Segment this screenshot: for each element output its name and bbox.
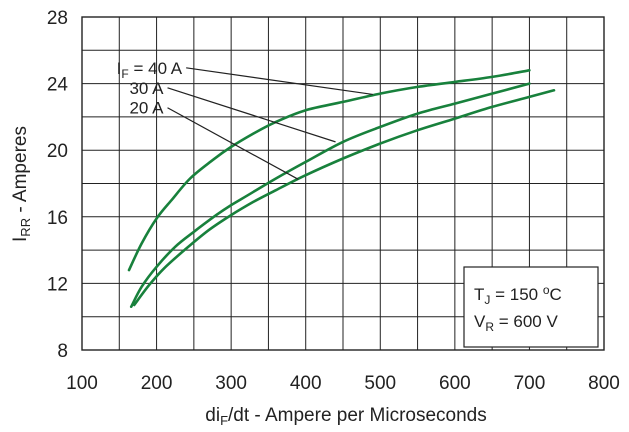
y-axis-label: IRR - Amperes xyxy=(10,126,33,242)
series-label: IF = 40 A xyxy=(117,59,183,81)
tick-labels: 100 200 300 400 500 600 700 800 8 12 16 20 24 28 xyxy=(47,8,620,394)
series-label-pointer xyxy=(186,67,373,96)
condition-tj-unit: C xyxy=(550,285,562,304)
y-axis-label-main: I xyxy=(10,237,31,242)
svg-text:VR = 600 V: VR = 600 V xyxy=(474,312,558,334)
y-tick-label: 20 xyxy=(47,141,68,162)
svg-text:diF/dt - Ampere per Microsecon: diF/dt - Ampere per Microseconds xyxy=(205,405,486,428)
condition-vr-sub: R xyxy=(485,320,494,334)
series-line-1 xyxy=(127,69,531,272)
series-line-2 xyxy=(129,82,531,308)
x-axis-label: diF/dt - Ampere per Microseconds xyxy=(205,405,486,428)
y-tick-label: 12 xyxy=(47,274,68,295)
y-axis-label-tail: - Amperes xyxy=(10,126,31,218)
condition-tj-degree: o xyxy=(543,283,550,297)
condition-tj-sub: J xyxy=(484,293,490,307)
x-axis-label-sub: F xyxy=(220,413,228,428)
condition-vr-value: = 600 V xyxy=(494,312,558,331)
y-tick-label: 28 xyxy=(47,8,68,29)
x-tick-label: 300 xyxy=(215,373,247,394)
series-label: 20 A xyxy=(129,99,164,118)
condition-tj-main: T xyxy=(474,285,484,304)
x-axis-label-main: di xyxy=(205,405,220,426)
x-tick-label: 500 xyxy=(364,373,396,394)
y-tick-label: 24 xyxy=(47,75,69,96)
y-tick-label: 16 xyxy=(47,208,68,229)
x-tick-label: 100 xyxy=(66,373,98,394)
x-tick-label: 800 xyxy=(588,373,620,394)
svg-text:TJ = 150 oC: TJ = 150 oC xyxy=(474,283,562,307)
series-line-3 xyxy=(132,89,556,307)
x-tick-label: 700 xyxy=(514,373,546,394)
conditions-box-frame xyxy=(463,266,599,348)
series-label-pointer xyxy=(167,87,336,143)
x-tick-label: 600 xyxy=(439,373,471,394)
y-tick-label: 8 xyxy=(57,341,68,362)
series-label: 30 A xyxy=(129,79,164,98)
series-label-pointer xyxy=(167,107,299,180)
conditions-box: TJ = 150 oC VR = 600 V xyxy=(463,266,599,348)
condition-vr-main: V xyxy=(474,312,486,331)
svg-text:IRR - Amperes: IRR - Amperes xyxy=(10,126,33,242)
series-labels: IF = 40 A30 A20 A xyxy=(117,59,183,118)
x-axis-label-tail: /dt - Ampere per Microseconds xyxy=(228,405,487,426)
x-tick-label: 200 xyxy=(141,373,173,394)
series-layer xyxy=(127,69,556,308)
plot-frame xyxy=(81,16,605,351)
condition-tj-value: = 150 xyxy=(490,285,542,304)
y-axis-label-sub: RR xyxy=(18,218,33,237)
x-tick-label: 400 xyxy=(290,373,322,394)
label-pointers xyxy=(167,67,373,180)
